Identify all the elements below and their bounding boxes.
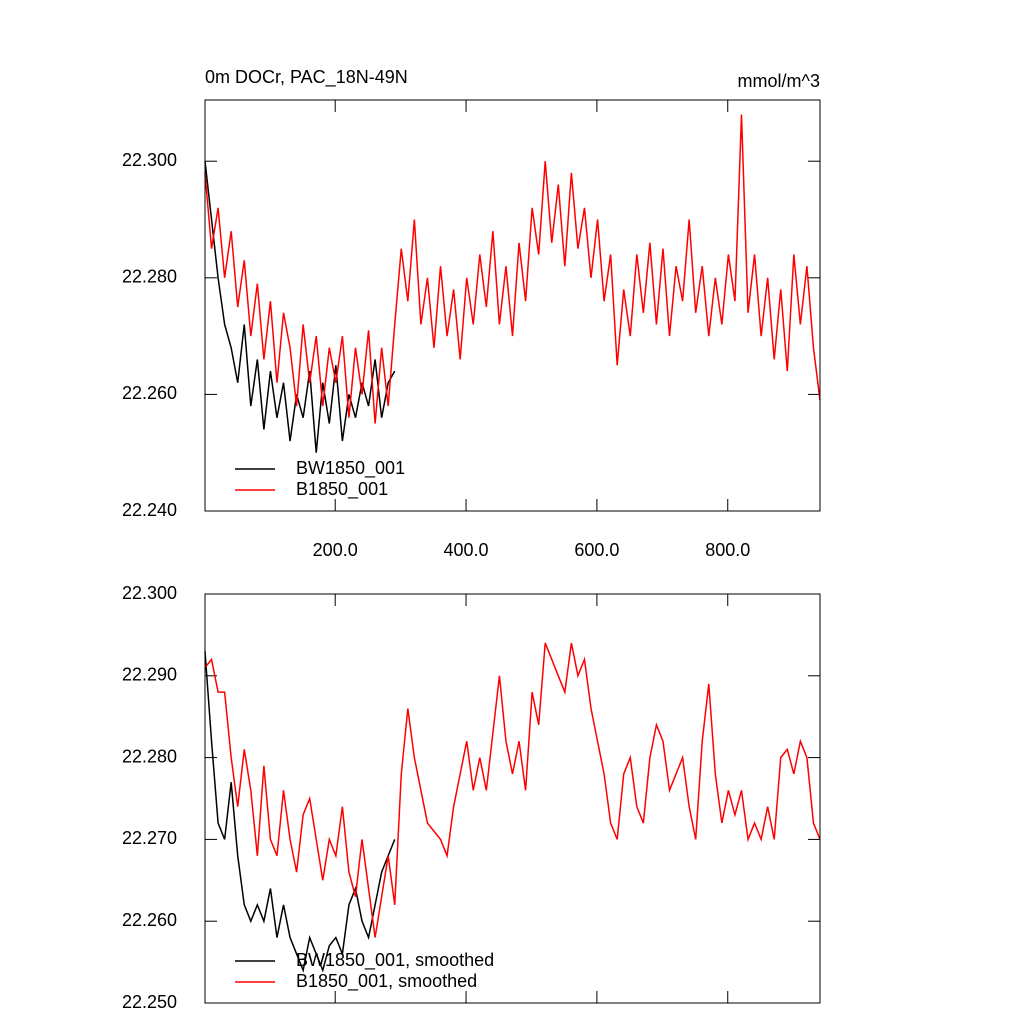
y-tick-label: 22.290 bbox=[122, 665, 177, 685]
y-tick-label: 22.280 bbox=[122, 267, 177, 287]
x-tick-label: 800.0 bbox=[705, 540, 750, 560]
legend-label: BW1850_001 bbox=[296, 458, 405, 479]
y-tick-label: 22.300 bbox=[122, 583, 177, 603]
y-tick-label: 22.250 bbox=[122, 992, 177, 1012]
series-line bbox=[204, 114, 821, 424]
y-tick-label: 22.300 bbox=[122, 150, 177, 170]
plot-frame bbox=[204, 593, 821, 1004]
legend-label: B1850_001 bbox=[296, 479, 388, 500]
y-tick-label: 22.270 bbox=[122, 828, 177, 848]
legend-label: BW1850_001, smoothed bbox=[296, 950, 494, 971]
x-tick-label: 600.0 bbox=[574, 540, 619, 560]
y-tick-label: 22.280 bbox=[122, 746, 177, 766]
units-label: mmol/m^3 bbox=[738, 71, 820, 91]
y-tick-label: 22.260 bbox=[122, 910, 177, 930]
x-tick-label: 200.0 bbox=[313, 540, 358, 560]
chart-title: 0m DOCr, PAC_18N-49N bbox=[205, 67, 408, 88]
y-tick-label: 22.260 bbox=[122, 383, 177, 403]
series-line bbox=[204, 642, 821, 938]
legend-label: B1850_001, smoothed bbox=[296, 971, 477, 992]
x-tick-label: 400.0 bbox=[444, 540, 489, 560]
series-line bbox=[204, 161, 396, 453]
plot-frame bbox=[204, 99, 821, 512]
y-tick-label: 22.240 bbox=[122, 500, 177, 520]
series-line bbox=[204, 651, 396, 973]
